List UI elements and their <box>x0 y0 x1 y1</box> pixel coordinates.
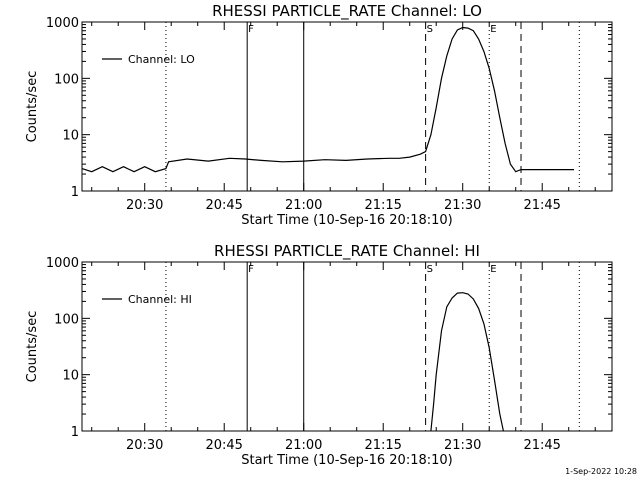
event-marker-label: S <box>427 24 433 35</box>
y-tick-label: 1 <box>71 185 79 200</box>
x-tick-label: 21:15 <box>364 438 401 453</box>
x-tick-label: 21:00 <box>285 198 322 213</box>
x-tick-label: 20:45 <box>205 198 242 213</box>
y-tick-label: 1000 <box>46 256 79 271</box>
y-tick-label: 100 <box>54 72 79 87</box>
lo-channel-panel: RHESSI PARTICLE_RATE Channel: LO 1 10 100 10… <box>25 2 613 228</box>
chart-title: RHESSI PARTICLE_RATE Channel: LO <box>212 2 482 21</box>
event-marker-label: E <box>490 24 496 35</box>
event-marker-label: F <box>248 264 254 275</box>
x-tick-label: 20:30 <box>126 198 163 213</box>
legend-entry: Channel: LO <box>128 53 195 66</box>
y-tick-label: 10 <box>62 129 79 144</box>
plot-frame <box>81 21 613 192</box>
x-tick-label: 20:45 <box>205 438 242 453</box>
y-tick-label: 1 <box>71 425 79 440</box>
x-axis-label: Start Time (10-Sep-16 20:18:10) <box>241 453 452 468</box>
x-tick-label: 21:30 <box>444 438 481 453</box>
x-tick-label: 21:45 <box>523 198 560 213</box>
event-marker-label: S <box>427 264 433 275</box>
y-tick-label: 10 <box>62 369 79 384</box>
y-axis-label: Counts/sec <box>25 311 40 383</box>
y-tick-label: 100 <box>54 312 79 327</box>
x-tick-label: 21:00 <box>285 438 322 453</box>
series-line-channel-lo <box>81 26 574 173</box>
y-tick-label: 1000 <box>46 16 79 31</box>
y-axis-label: Counts/sec <box>25 71 40 143</box>
plot-frame <box>81 261 613 432</box>
x-tick-label: 21:45 <box>523 438 560 453</box>
x-tick-label: 21:30 <box>444 198 481 213</box>
hi-channel-panel: RHESSI PARTICLE_RATE Channel: HI 1 10 100 10… <box>25 242 613 468</box>
series-line-channel-hi <box>430 292 504 432</box>
footer-timestamp: 1-Sep-2022 10:28 <box>565 467 637 476</box>
x-tick-label: 21:15 <box>364 198 401 213</box>
x-tick-label: 20:30 <box>126 438 163 453</box>
chart-title: RHESSI PARTICLE_RATE Channel: HI <box>214 242 480 261</box>
legend-entry: Channel: HI <box>128 293 192 306</box>
x-axis-label: Start Time (10-Sep-16 20:18:10) <box>241 213 452 228</box>
event-marker-label: F <box>248 24 254 35</box>
event-marker-label: E <box>490 264 496 275</box>
